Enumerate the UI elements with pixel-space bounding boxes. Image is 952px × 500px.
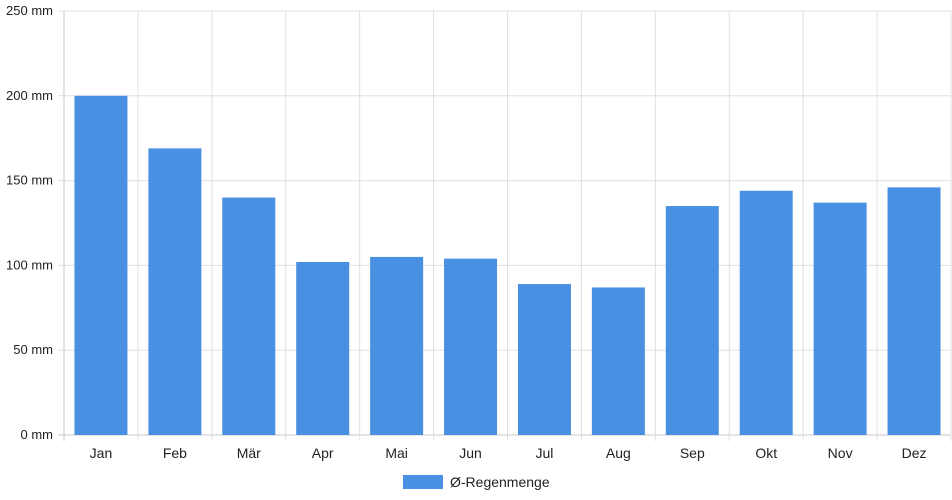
y-tick-label: 50 mm bbox=[13, 342, 53, 357]
bar-mär[interactable] bbox=[222, 197, 276, 435]
x-tick-label: Jul bbox=[536, 445, 554, 461]
legend-label[interactable]: Ø-Regenmenge bbox=[450, 474, 550, 490]
x-tick-label: Jun bbox=[459, 445, 482, 461]
y-tick-label: 100 mm bbox=[6, 257, 53, 272]
x-tick-label: Dez bbox=[902, 445, 927, 461]
bar-jul[interactable] bbox=[517, 284, 571, 435]
x-tick-label: Sep bbox=[680, 445, 705, 461]
grid-lines bbox=[58, 10, 952, 441]
x-tick-label: Mär bbox=[237, 445, 261, 461]
x-tick-label: Nov bbox=[828, 445, 853, 461]
x-tick-label: Apr bbox=[312, 445, 334, 461]
x-tick-label: Jan bbox=[90, 445, 113, 461]
bar-feb[interactable] bbox=[148, 148, 202, 435]
tick-labels: 0 mm 50 mm 100 mm 150 mm 200 mm 250 mm Jan Feb M… bbox=[6, 3, 926, 461]
y-tick-label: 0 mm bbox=[21, 427, 54, 442]
bar-jun[interactable] bbox=[444, 258, 498, 435]
bar-dez[interactable] bbox=[887, 187, 941, 435]
x-tick-label: Aug bbox=[606, 445, 631, 461]
y-tick-label: 200 mm bbox=[6, 88, 53, 103]
x-tick-label: Mai bbox=[385, 445, 408, 461]
x-tick-label: Okt bbox=[755, 445, 777, 461]
y-tick-label: 250 mm bbox=[6, 3, 53, 18]
x-tick-label: Feb bbox=[163, 445, 187, 461]
bar-okt[interactable] bbox=[739, 190, 793, 435]
y-tick-label: 150 mm bbox=[6, 173, 53, 188]
bars bbox=[74, 95, 941, 436]
legend[interactable]: Ø-Regenmenge bbox=[403, 474, 550, 490]
bar-jan[interactable] bbox=[74, 95, 128, 436]
bar-sep[interactable] bbox=[665, 206, 719, 435]
bar-mai[interactable] bbox=[370, 256, 424, 435]
legend-swatch[interactable] bbox=[403, 475, 443, 489]
bar-nov[interactable] bbox=[813, 202, 867, 435]
bar-apr[interactable] bbox=[296, 262, 350, 435]
bar-aug[interactable] bbox=[591, 287, 645, 435]
